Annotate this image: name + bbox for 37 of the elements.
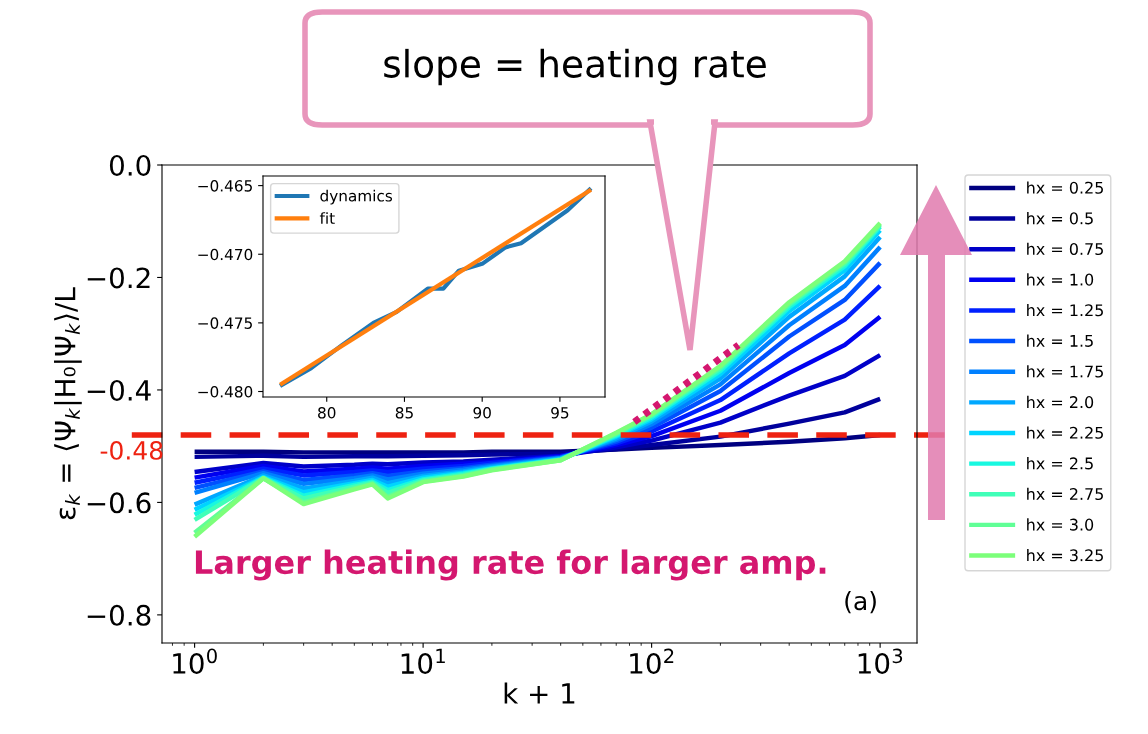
x-tick-label: 10$^{3}$ [858,648,903,675]
annotation: (a) [845,590,876,614]
x-axis-title: k + 1 [504,682,575,704]
text: slope = heating rate [384,48,766,86]
legend-label: hx = 0.25 [1027,181,1103,194]
y-tick-label: −0.480 [198,385,253,398]
annotation: Larger heating rate for larger amp. [195,549,826,581]
legend-label: dynamics [320,189,393,205]
y-axis-title: ε$_{k}$ = ⟨Ψ$_{k}$|H₀|Ψ$_{k}$⟩/L [53,287,82,520]
legend-label: hx = 1.5 [1027,334,1093,347]
legend-label: hx = 2.25 [1027,426,1103,439]
legend-label: hx = 2.75 [1027,487,1103,501]
x-tick-label: 10$^{2}$ [630,648,674,675]
x-tick-label: 10$^{0}$ [173,648,217,675]
x-tick-label: 85 [395,406,413,419]
y-tick-label: −0.4 [87,379,151,401]
y-tick-label: −0.6 [87,492,151,514]
y-tick-label: −0.2 [87,267,150,289]
y-tick-label: −0.470 [198,248,253,261]
legend-label: hx = 3.0 [1027,518,1094,531]
y-tick-label: 0.0 [109,154,151,176]
legend-label: hx = 1.25 [1027,303,1103,317]
legend-label: hx = 0.75 [1027,242,1103,256]
legend-label: hx = 3.25 [1027,548,1103,562]
legend-label: hx = 1.75 [1027,365,1103,378]
x-tick-label: 10$^{1}$ [401,648,445,675]
y-tick-label: −0.8 [87,604,151,626]
y-tick-label: −0.475 [198,317,252,329]
legend-label: hx = 0.5 [1027,212,1093,225]
legend-label: hx = 2.5 [1027,457,1093,470]
x-tick-label: 95 [551,406,569,419]
x-tick-label: 80 [318,406,336,419]
legend-label: hx = 1.0 [1027,273,1094,286]
legend-label: hx = 2.0 [1027,395,1094,409]
y-tick-label: −0.465 [198,180,252,192]
x-tick-label: 90 [473,406,491,419]
legend-label: fit [319,212,335,224]
